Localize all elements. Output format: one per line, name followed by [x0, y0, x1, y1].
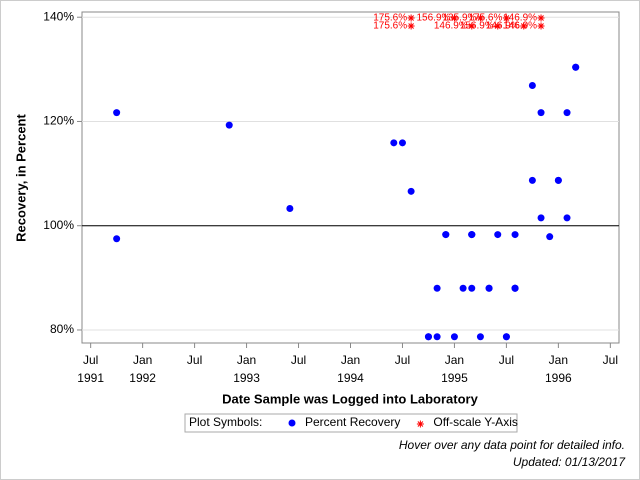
y-axis-label: Recovery, in Percent	[13, 114, 28, 242]
off-scale-label: 146.9%	[503, 21, 537, 32]
data-point	[468, 231, 476, 239]
off-scale-marker	[520, 22, 528, 30]
data-point	[433, 333, 441, 341]
off-scale-marker	[450, 14, 458, 22]
legend-box	[184, 413, 518, 433]
x-tick-label: Jan 1994	[337, 353, 364, 385]
y-tick-label: 140%	[43, 9, 74, 23]
data-point	[390, 139, 398, 147]
y-tick-label: 120%	[43, 114, 74, 128]
x-tick-label: Jul	[290, 353, 307, 367]
x-tick-label: Jan 1992	[129, 353, 156, 385]
off-scale-marker	[407, 22, 415, 30]
legend-title: Plot Symbols:	[189, 415, 262, 429]
x-tick-label: Jul	[602, 353, 618, 367]
x-tick-label: Jan 1993	[233, 353, 260, 385]
data-point	[424, 333, 432, 341]
data-point	[450, 333, 458, 341]
data-point	[113, 235, 121, 243]
plot-area	[81, 11, 620, 344]
data-point	[407, 187, 415, 195]
data-point	[572, 63, 580, 71]
data-point	[459, 284, 467, 292]
x-tick-label: Jan 1995	[441, 353, 468, 385]
x-axis-label: Date Sample was Logged into Laboratory	[222, 391, 478, 406]
off-scale-marker	[502, 14, 510, 22]
off-scale-marker	[468, 22, 476, 30]
off-scale-marker	[537, 14, 545, 22]
data-point	[511, 284, 519, 292]
data-point	[225, 121, 233, 129]
footnote: Hover over any data point for detailed i…	[399, 438, 625, 452]
off-scale-marker	[537, 22, 545, 30]
x-tick-label: Jul	[186, 353, 203, 367]
off-scale-marker	[407, 14, 415, 22]
data-point	[468, 284, 476, 292]
data-point	[537, 214, 545, 222]
off-scale-label: 175.6%	[468, 13, 502, 24]
data-point	[554, 176, 562, 184]
data-point	[113, 109, 121, 117]
y-tick-label: 80%	[50, 322, 74, 336]
off-scale-label: 175.6%	[373, 13, 407, 24]
legend-marker	[288, 419, 296, 427]
legend-marker	[416, 420, 424, 428]
data-point	[563, 109, 571, 117]
data-point	[546, 233, 554, 241]
data-point	[433, 284, 441, 292]
y-tick-label: 100%	[43, 218, 74, 232]
data-point	[563, 214, 571, 222]
x-tick-label: Jul	[394, 353, 411, 367]
x-tick-label: Jan 1996	[545, 353, 572, 385]
data-point	[476, 333, 484, 341]
data-point	[398, 139, 406, 147]
data-point	[528, 176, 536, 184]
data-point	[537, 109, 545, 117]
off-scale-label: 156.9%	[417, 13, 451, 24]
off-scale-label: 135.9%	[442, 13, 476, 24]
data-point	[286, 205, 294, 213]
data-point	[442, 231, 450, 239]
data-point	[494, 231, 502, 239]
off-scale-label: 146.9%	[503, 13, 537, 24]
off-scale-marker	[476, 14, 484, 22]
off-scale-marker	[494, 22, 502, 30]
legend-label: Off-scale Y-Axis	[433, 415, 517, 429]
data-point	[502, 333, 510, 341]
x-tick-label: Jul	[498, 353, 515, 367]
data-point	[485, 284, 493, 292]
x-tick-label: Jul 1991	[77, 353, 104, 385]
data-point	[528, 81, 536, 89]
off-scale-label: 156.9%	[460, 21, 494, 32]
off-scale-label: 146.9%	[486, 21, 520, 32]
footnote: Updated: 01/13/2017	[513, 455, 626, 469]
data-point	[511, 231, 519, 239]
off-scale-label: 146.9%	[434, 21, 468, 32]
off-scale-label: 175.6%	[373, 21, 407, 32]
legend-label: Percent Recovery	[305, 415, 400, 429]
